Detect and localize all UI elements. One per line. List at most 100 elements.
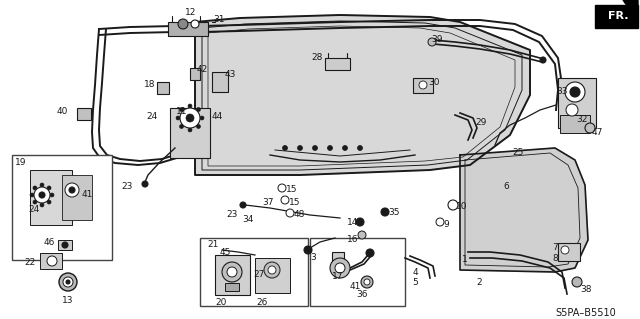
Bar [332,252,344,270]
Text: 36: 36 [356,290,368,299]
Circle shape [240,202,246,208]
Circle shape [278,184,286,192]
Circle shape [572,277,582,287]
Circle shape [33,186,37,190]
Text: 38: 38 [580,285,591,294]
Circle shape [142,181,148,187]
Circle shape [268,266,276,274]
Polygon shape [623,0,638,10]
Text: 13: 13 [62,296,74,305]
Circle shape [298,145,303,151]
Bar [170,108,210,158]
Bar [225,283,239,291]
Circle shape [62,242,68,248]
Text: 10: 10 [456,202,467,211]
Text: 44: 44 [212,112,223,121]
Text: 16: 16 [346,235,358,244]
Circle shape [66,280,70,284]
Bar [190,68,200,80]
Bar [212,72,228,92]
Circle shape [366,249,374,257]
Circle shape [282,145,287,151]
Circle shape [176,116,180,120]
Circle shape [356,218,364,226]
Bar [413,78,433,93]
Circle shape [33,200,37,204]
Circle shape [200,116,204,120]
Text: 12: 12 [186,8,196,17]
Text: 41: 41 [82,190,93,199]
Text: 39: 39 [431,35,443,44]
Text: 27: 27 [253,270,265,279]
Text: 19: 19 [15,158,26,167]
Circle shape [566,104,578,116]
Text: 8: 8 [552,254,558,263]
Circle shape [50,193,54,197]
Text: 47: 47 [592,128,604,137]
Circle shape [585,123,595,133]
Text: 1: 1 [462,255,468,264]
Text: 9: 9 [443,220,449,229]
Circle shape [540,57,546,63]
Circle shape [179,124,184,129]
Circle shape [178,19,188,29]
Circle shape [40,183,44,187]
Bar [310,238,405,306]
Circle shape [312,145,317,151]
Circle shape [381,208,389,216]
Circle shape [281,196,289,204]
Text: 3: 3 [310,253,316,262]
Bar [157,82,169,94]
Text: 35: 35 [388,208,399,217]
Text: 23: 23 [227,210,238,219]
Circle shape [196,124,200,129]
Bar [558,78,596,128]
Circle shape [419,81,427,89]
Circle shape [196,108,200,112]
Bar [200,238,308,306]
Circle shape [34,187,50,203]
Polygon shape [195,15,530,175]
Bar [58,240,72,250]
Circle shape [69,187,75,193]
Circle shape [286,209,294,217]
Text: 43: 43 [225,70,236,79]
Circle shape [40,203,44,207]
Circle shape [448,200,458,210]
Bar [325,58,350,70]
Bar [12,155,112,260]
Circle shape [59,273,77,291]
Text: 24: 24 [147,112,158,121]
Text: 14: 14 [347,218,358,227]
Text: 7: 7 [552,243,558,252]
Bar [62,175,92,220]
Text: S5PA–B5510: S5PA–B5510 [555,308,616,318]
Circle shape [188,104,192,108]
Circle shape [364,279,370,285]
Circle shape [304,246,312,254]
Text: FR.: FR. [608,11,628,21]
Text: 6: 6 [503,182,509,191]
Text: 33: 33 [557,87,568,96]
Circle shape [436,218,444,226]
Circle shape [264,262,280,278]
Text: 22: 22 [25,258,36,267]
Text: 5: 5 [412,278,418,287]
Text: 20: 20 [215,298,227,307]
Circle shape [328,145,333,151]
Circle shape [335,263,345,273]
Text: 31: 31 [213,15,225,24]
Text: 15: 15 [289,198,301,207]
Circle shape [179,108,184,112]
Text: 46: 46 [44,238,55,247]
Circle shape [358,145,362,151]
Circle shape [330,258,350,278]
Text: 40: 40 [56,107,68,116]
Text: 11: 11 [176,107,188,116]
Bar [560,115,590,133]
Bar [77,108,91,120]
Bar [40,253,62,269]
Text: 42: 42 [197,65,208,74]
Circle shape [191,20,199,28]
Circle shape [47,186,51,190]
